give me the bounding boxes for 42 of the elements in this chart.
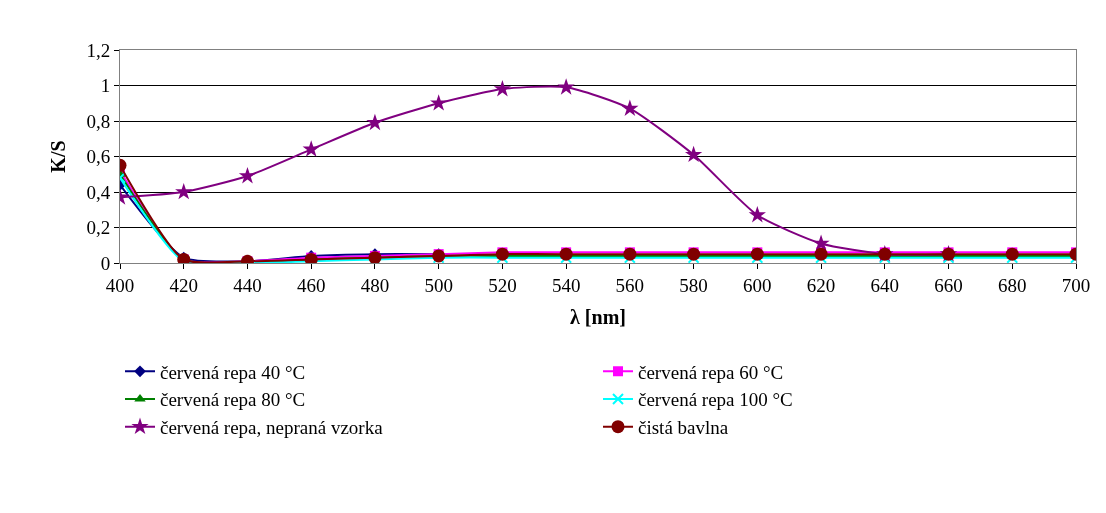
x-tick-label: 520 bbox=[488, 274, 517, 296]
x-tick-label: 580 bbox=[679, 274, 708, 296]
legend-label: červená repa 80 °C bbox=[160, 389, 306, 411]
x-tick-label: 640 bbox=[870, 274, 900, 296]
point bbox=[493, 79, 512, 97]
x-tick-label: 420 bbox=[169, 274, 198, 296]
point bbox=[684, 145, 703, 163]
point bbox=[748, 205, 766, 223]
point bbox=[302, 140, 320, 157]
point bbox=[812, 234, 830, 251]
legend-label: červená repa, nepraná vzorka bbox=[160, 417, 384, 439]
point bbox=[621, 99, 639, 116]
x-tick-label: 560 bbox=[615, 274, 645, 296]
x-tick-label: 620 bbox=[806, 274, 836, 296]
point bbox=[557, 78, 575, 95]
legend-label: červená repa 40 °C bbox=[160, 361, 306, 383]
x-tick-label: 480 bbox=[360, 274, 390, 296]
x-tick-label: 700 bbox=[1061, 274, 1091, 296]
x-tick-label: 460 bbox=[296, 274, 326, 296]
y-axis-title: K/S bbox=[46, 140, 69, 173]
point bbox=[366, 113, 384, 131]
point bbox=[175, 182, 193, 200]
x-tick-label: 500 bbox=[424, 274, 453, 296]
point bbox=[238, 166, 257, 184]
y-tick-label: 1,2 bbox=[86, 39, 111, 61]
x-tick-label: 540 bbox=[551, 274, 581, 296]
x-tick-label: 600 bbox=[743, 274, 772, 296]
y-tick-label: 0,4 bbox=[86, 181, 111, 203]
y-tick-label: 0,8 bbox=[86, 110, 111, 132]
y-tick-label: 0,2 bbox=[86, 217, 111, 239]
x-axis-title: λ [nm] bbox=[570, 306, 626, 329]
x-tick-label: 400 bbox=[105, 274, 135, 296]
legend-label: čistá bavlna bbox=[638, 417, 729, 439]
point bbox=[430, 94, 448, 111]
y-tick-label: 0,6 bbox=[86, 146, 111, 168]
x-tick-label: 660 bbox=[934, 274, 963, 296]
x-tick-label: 440 bbox=[233, 274, 262, 296]
legend-label: červená repa 60 °C bbox=[638, 361, 784, 383]
legend-label: červená repa 100 °C bbox=[638, 389, 793, 411]
y-tick-label: 0 bbox=[100, 252, 111, 274]
y-tick-label: 1 bbox=[100, 75, 111, 97]
x-tick-label: 680 bbox=[998, 274, 1027, 296]
